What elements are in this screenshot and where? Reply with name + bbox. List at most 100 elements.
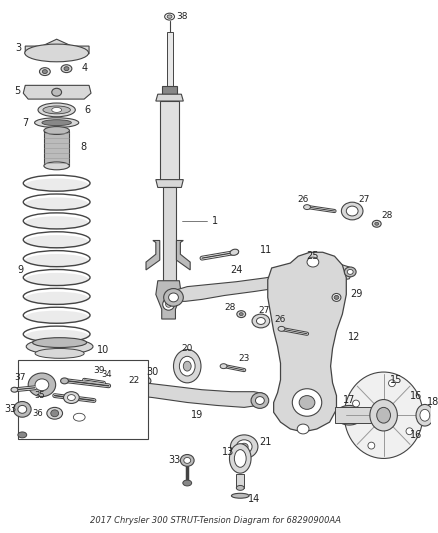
Text: 35: 35	[35, 391, 45, 400]
Text: 19: 19	[191, 410, 203, 420]
Polygon shape	[156, 180, 184, 188]
Ellipse shape	[11, 387, 18, 392]
Ellipse shape	[420, 409, 430, 421]
Text: 26: 26	[297, 195, 309, 204]
Polygon shape	[156, 281, 181, 319]
Ellipse shape	[52, 88, 62, 96]
Ellipse shape	[73, 413, 85, 421]
Polygon shape	[26, 372, 266, 407]
Text: 17: 17	[343, 394, 355, 405]
Bar	[162, 86, 177, 94]
Text: 34: 34	[102, 369, 112, 378]
Text: 22: 22	[129, 376, 140, 385]
Ellipse shape	[278, 326, 285, 332]
Text: 1: 1	[212, 216, 218, 226]
Bar	[44, 131, 69, 166]
Ellipse shape	[44, 162, 69, 170]
Ellipse shape	[169, 293, 178, 302]
Bar	[162, 188, 177, 281]
Bar	[237, 474, 244, 488]
Ellipse shape	[237, 440, 252, 454]
Ellipse shape	[307, 257, 319, 267]
Text: 30: 30	[147, 367, 159, 377]
Polygon shape	[25, 39, 89, 54]
Ellipse shape	[237, 311, 246, 318]
Text: 13: 13	[223, 447, 235, 457]
Text: 16: 16	[410, 430, 422, 440]
Ellipse shape	[237, 486, 244, 490]
Ellipse shape	[239, 313, 243, 316]
Ellipse shape	[18, 406, 27, 413]
Polygon shape	[173, 263, 352, 301]
Polygon shape	[23, 85, 91, 99]
Text: 14: 14	[248, 494, 260, 504]
Polygon shape	[177, 240, 190, 270]
Ellipse shape	[165, 13, 174, 20]
Ellipse shape	[255, 397, 264, 405]
Ellipse shape	[372, 220, 381, 227]
Text: 20: 20	[182, 344, 193, 353]
Ellipse shape	[25, 254, 88, 267]
Ellipse shape	[332, 294, 341, 301]
Ellipse shape	[184, 361, 191, 371]
Text: 3: 3	[15, 43, 21, 53]
Ellipse shape	[25, 273, 88, 286]
Text: 7: 7	[22, 118, 28, 128]
Text: 23: 23	[239, 354, 250, 363]
Ellipse shape	[353, 400, 360, 407]
Ellipse shape	[64, 392, 79, 403]
Text: 27: 27	[358, 195, 370, 204]
Text: 39: 39	[93, 366, 105, 375]
Ellipse shape	[230, 249, 239, 255]
Ellipse shape	[230, 443, 251, 473]
Bar	[335, 407, 374, 423]
Ellipse shape	[25, 216, 88, 230]
Text: 29: 29	[350, 289, 362, 300]
Ellipse shape	[42, 120, 71, 126]
Text: 5: 5	[14, 86, 21, 96]
Text: 21: 21	[260, 437, 272, 447]
Ellipse shape	[346, 206, 358, 216]
Text: 33: 33	[168, 455, 180, 465]
Ellipse shape	[52, 108, 62, 112]
Ellipse shape	[47, 407, 63, 419]
Ellipse shape	[164, 288, 184, 306]
Bar	[18, 360, 148, 439]
Text: 25: 25	[307, 251, 319, 261]
Ellipse shape	[61, 64, 72, 72]
Ellipse shape	[141, 377, 151, 385]
Ellipse shape	[42, 70, 47, 74]
Text: 11: 11	[260, 245, 272, 255]
Text: 18: 18	[427, 398, 438, 408]
Ellipse shape	[39, 68, 50, 76]
Ellipse shape	[220, 364, 227, 369]
Text: 9: 9	[17, 265, 23, 275]
Ellipse shape	[344, 372, 423, 458]
Text: 2017 Chrysler 300 STRUT-Tension Diagram for 68290900AA: 2017 Chrysler 300 STRUT-Tension Diagram …	[90, 516, 341, 525]
Ellipse shape	[252, 314, 270, 328]
Ellipse shape	[38, 103, 75, 117]
Ellipse shape	[377, 407, 391, 423]
Ellipse shape	[240, 443, 248, 450]
Ellipse shape	[167, 15, 172, 18]
Ellipse shape	[44, 127, 69, 134]
Ellipse shape	[25, 44, 88, 62]
Ellipse shape	[406, 428, 413, 435]
Ellipse shape	[25, 292, 88, 305]
Ellipse shape	[231, 494, 249, 498]
Text: 27: 27	[258, 306, 269, 314]
Ellipse shape	[67, 394, 75, 400]
Ellipse shape	[342, 410, 357, 420]
Ellipse shape	[144, 379, 148, 383]
Ellipse shape	[64, 67, 69, 71]
Text: 24: 24	[230, 265, 243, 275]
Ellipse shape	[25, 311, 88, 324]
Polygon shape	[146, 240, 160, 270]
Ellipse shape	[25, 197, 88, 211]
Ellipse shape	[43, 106, 71, 114]
Ellipse shape	[183, 480, 192, 486]
Ellipse shape	[25, 235, 88, 248]
Text: 26: 26	[275, 314, 286, 324]
Ellipse shape	[18, 432, 27, 438]
Ellipse shape	[26, 338, 93, 354]
